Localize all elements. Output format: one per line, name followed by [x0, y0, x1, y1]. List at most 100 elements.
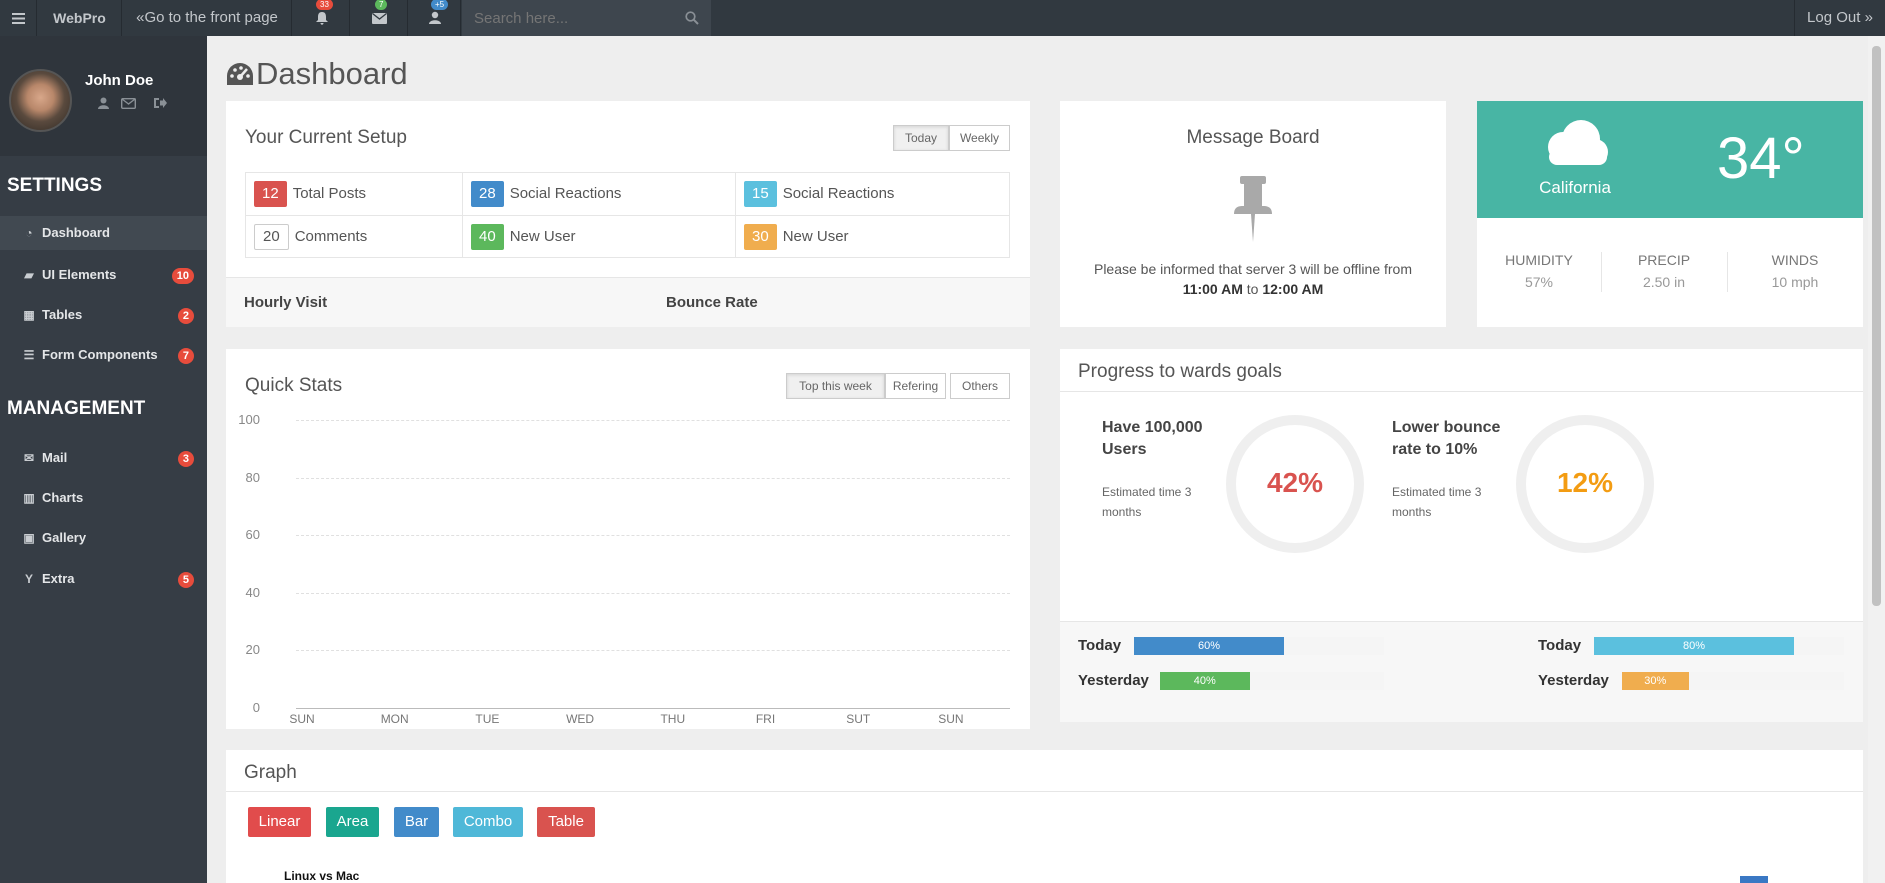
progress-bar: 80% — [1594, 637, 1794, 655]
notifications-button[interactable]: 33 — [293, 0, 350, 36]
sidebar-item-dashboard[interactable]: ◔ Dashboard — [0, 216, 207, 250]
stat-number: 15 — [744, 181, 777, 208]
sidebar-item-label: Dashboard — [42, 225, 110, 240]
others-button[interactable]: Others — [950, 373, 1010, 399]
area-button[interactable]: Area — [326, 807, 379, 837]
page-title: Dashboard — [256, 56, 408, 91]
management-heading: MANAGEMENT — [7, 398, 146, 419]
today-button[interactable]: Today — [893, 125, 949, 151]
sidebar-item-label: Tables — [42, 307, 83, 322]
legend-swatch — [1740, 876, 1768, 883]
menu-toggle-button[interactable] — [0, 0, 37, 36]
table-icon: ▦ — [23, 308, 35, 322]
logout-button[interactable]: Log Out » — [1794, 0, 1885, 36]
quick-stats-panel: Quick Stats Top this week Refering Other… — [226, 349, 1030, 729]
x-tick-label: FRI — [755, 712, 776, 726]
stat-number: 30 — [744, 224, 777, 251]
humidity-value: 57% — [1524, 274, 1554, 290]
weekly-button[interactable]: Weekly — [949, 125, 1010, 151]
count-badge: 2 — [177, 308, 194, 324]
messages-count-badge: 7 — [375, 0, 388, 10]
goals-panel: Progress to wards goals Have 100,000 Use… — [1060, 349, 1863, 722]
combo-button[interactable]: Combo — [453, 807, 523, 837]
panel-title: Message Board — [1186, 127, 1320, 148]
pushpin-icon — [1234, 176, 1272, 242]
bell-icon — [316, 12, 328, 25]
sidebar-item-ui-elements[interactable]: ▰ UI Elements 10 — [0, 258, 207, 292]
users-button[interactable]: +5 — [409, 0, 461, 36]
precip-label: PRECIP — [1637, 252, 1691, 268]
count-badge: 7 — [177, 348, 194, 364]
sidebar-item-charts[interactable]: ▥ Charts — [0, 481, 207, 515]
goal2-percent: 12% — [1556, 467, 1614, 498]
search-icon[interactable] — [685, 11, 699, 25]
chart-title: Linux vs Mac — [284, 869, 360, 883]
x-tick-label: WED — [566, 712, 595, 726]
messages-button[interactable]: 7 — [351, 0, 408, 36]
bar-button[interactable]: Bar — [394, 807, 439, 837]
goal2-ring — [1516, 415, 1654, 553]
stat-label: Total Posts — [292, 185, 367, 202]
title-divider — [226, 791, 1863, 792]
stat-number: 40 — [471, 224, 504, 251]
stat-social-reactions: 28 Social Reactions — [471, 173, 621, 215]
profile-icon[interactable] — [98, 97, 109, 109]
message-times: 11:00 AM to 12:00 AM — [1060, 281, 1446, 297]
sidebar-item-extra[interactable]: Y Extra 5 — [0, 562, 207, 596]
linear-button[interactable]: Linear — [248, 807, 311, 837]
refering-button[interactable]: Refering — [885, 373, 946, 399]
sidebar-item-mail[interactable]: ✉ Mail 3 — [0, 441, 207, 475]
weather-panel: California 34° HUMIDITY 57% PRECIP 2.50 … — [1477, 101, 1863, 327]
sidebar-item-tables[interactable]: ▦ Tables 2 — [0, 298, 207, 332]
envelope-icon: ✉ — [23, 451, 35, 465]
time-to: 12:00 AM — [1262, 281, 1324, 297]
humidity-label: HUMIDITY — [1505, 252, 1573, 268]
panel-title: Your Current Setup — [245, 127, 407, 148]
weather-temperature: 34° — [1717, 126, 1805, 191]
goal2-estimate: Estimated time 3 months — [1392, 485, 1482, 519]
col-divider — [735, 173, 736, 257]
search-input[interactable] — [462, 0, 682, 36]
setup-footer: Hourly Visit Bounce Rate — [226, 277, 1030, 327]
y-tick-label: 20 — [245, 642, 260, 658]
mail-icon[interactable] — [121, 98, 136, 109]
sidebar-item-label: Mail — [42, 450, 68, 465]
goal1-estimate: Estimated time 3 months — [1102, 485, 1192, 519]
sidebar-item-form-components[interactable]: ☰ Form Components 7 — [0, 338, 207, 372]
sidebar-item-gallery[interactable]: ▣ Gallery — [0, 521, 207, 555]
weather-divider — [1601, 252, 1602, 292]
message-board-panel: Message Board Please be informed that se… — [1060, 101, 1446, 327]
table-button[interactable]: Table — [537, 807, 595, 837]
user-icon — [429, 11, 441, 24]
x-tick-label: THU — [660, 712, 686, 726]
stat-comments: 20 Comments — [254, 216, 367, 258]
progress-bar: 40% — [1160, 672, 1250, 690]
x-axis-line — [296, 708, 1010, 709]
sidebar: John Doe SETTINGS ◔ Dashboard ▰ UI Element… — [0, 36, 207, 883]
sidebar-item-label: Form Components — [42, 347, 158, 362]
image-icon: ▣ — [23, 531, 35, 545]
user-name: John Doe — [85, 72, 154, 89]
goal2-title: Lower bounce rate to 10% — [1392, 419, 1501, 458]
stat-number: 12 — [254, 181, 287, 208]
stat-label: New User — [782, 228, 849, 245]
y-tick-label: 60 — [245, 527, 260, 543]
x-tick-label: TUE — [475, 712, 500, 726]
top-this-week-button[interactable]: Top this week — [786, 373, 885, 399]
bar-label: Today — [1538, 637, 1582, 654]
time-to-word: to — [1246, 281, 1259, 297]
stat-label: Social Reactions — [782, 185, 895, 202]
panel-title: Quick Stats — [245, 375, 343, 396]
stat-new-user: 30 New User — [744, 216, 849, 258]
avatar[interactable] — [9, 69, 72, 132]
goal1-title: Have 100,000 Users — [1102, 419, 1203, 458]
scrollbar-thumb[interactable] — [1872, 46, 1881, 606]
brand-logo[interactable]: WebPro — [38, 0, 122, 36]
weather-divider — [1727, 252, 1728, 292]
form-icon: ☰ — [23, 348, 35, 362]
panel-title: Progress to wards goals — [1078, 361, 1282, 382]
page-scrollbar[interactable] — [1868, 36, 1885, 883]
front-page-link[interactable]: «Go to the front page — [123, 0, 292, 36]
sign-out-icon[interactable] — [153, 97, 167, 109]
time-from: 11:00 AM — [1182, 281, 1243, 297]
